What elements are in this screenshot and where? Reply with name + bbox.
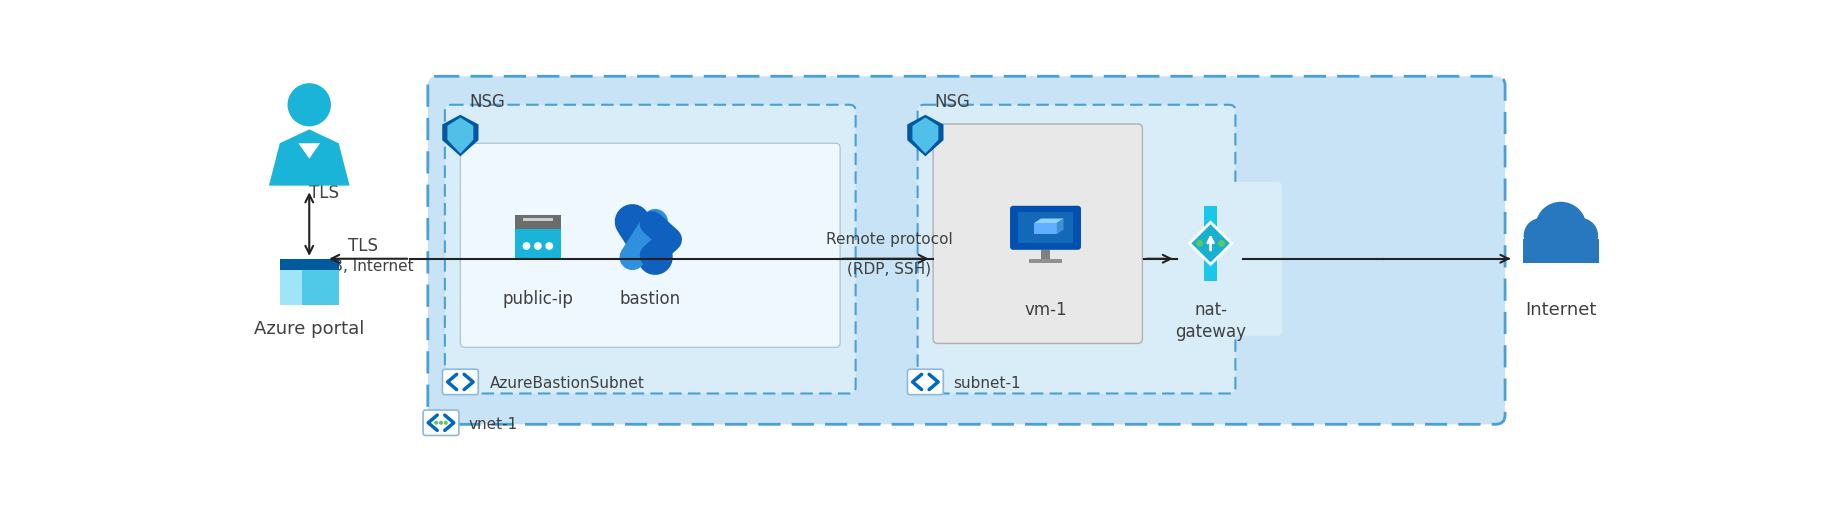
Text: 443, Internet: 443, Internet	[314, 259, 414, 274]
Polygon shape	[1034, 218, 1063, 223]
Circle shape	[1537, 231, 1568, 261]
FancyBboxPatch shape	[516, 215, 561, 229]
Polygon shape	[1057, 218, 1063, 234]
Circle shape	[1555, 231, 1584, 261]
FancyBboxPatch shape	[428, 76, 1506, 424]
Text: TLS: TLS	[348, 237, 379, 255]
Text: vnet-1: vnet-1	[469, 417, 518, 432]
Polygon shape	[447, 118, 474, 153]
Polygon shape	[908, 115, 944, 157]
FancyBboxPatch shape	[423, 410, 459, 435]
Text: (RDP, SSH): (RDP, SSH)	[848, 261, 932, 276]
Circle shape	[1535, 202, 1586, 253]
Circle shape	[545, 242, 552, 250]
Circle shape	[288, 83, 332, 126]
Circle shape	[1196, 240, 1203, 246]
FancyBboxPatch shape	[443, 369, 478, 395]
FancyBboxPatch shape	[917, 105, 1236, 394]
Polygon shape	[270, 129, 350, 186]
Circle shape	[434, 421, 438, 425]
Polygon shape	[299, 143, 321, 159]
FancyBboxPatch shape	[1041, 250, 1050, 260]
Text: Internet: Internet	[1526, 301, 1597, 319]
FancyBboxPatch shape	[1030, 259, 1061, 263]
Text: nat-
gateway: nat- gateway	[1176, 301, 1247, 341]
FancyBboxPatch shape	[933, 124, 1143, 343]
FancyBboxPatch shape	[1522, 239, 1599, 263]
FancyBboxPatch shape	[279, 259, 339, 269]
FancyBboxPatch shape	[1017, 212, 1074, 243]
Text: vm-1: vm-1	[1025, 301, 1066, 319]
Text: TLS: TLS	[310, 184, 339, 202]
FancyBboxPatch shape	[908, 369, 942, 395]
Polygon shape	[1034, 223, 1057, 234]
Text: NSG: NSG	[935, 94, 970, 111]
Circle shape	[1548, 237, 1573, 262]
FancyBboxPatch shape	[516, 229, 561, 258]
FancyBboxPatch shape	[445, 105, 855, 394]
Polygon shape	[443, 115, 478, 157]
Circle shape	[443, 421, 448, 425]
FancyBboxPatch shape	[1010, 206, 1081, 250]
Circle shape	[1524, 218, 1559, 253]
Circle shape	[523, 242, 530, 250]
FancyBboxPatch shape	[461, 143, 840, 347]
Text: NSG: NSG	[470, 94, 505, 111]
FancyBboxPatch shape	[523, 217, 552, 222]
Circle shape	[1562, 218, 1599, 253]
Text: bastion: bastion	[620, 290, 680, 307]
Polygon shape	[912, 118, 939, 153]
Circle shape	[1218, 240, 1225, 246]
FancyBboxPatch shape	[1205, 206, 1216, 281]
Polygon shape	[1189, 223, 1232, 264]
Text: Azure portal: Azure portal	[253, 320, 365, 339]
Circle shape	[534, 242, 541, 250]
FancyBboxPatch shape	[279, 269, 339, 305]
Text: public-ip: public-ip	[503, 290, 572, 307]
Text: Remote protocol: Remote protocol	[826, 232, 952, 247]
FancyBboxPatch shape	[1161, 182, 1282, 336]
Text: AzureBastionSubnet: AzureBastionSubnet	[490, 376, 645, 391]
Circle shape	[439, 421, 443, 425]
FancyBboxPatch shape	[279, 269, 301, 305]
Text: subnet-1: subnet-1	[953, 376, 1021, 391]
